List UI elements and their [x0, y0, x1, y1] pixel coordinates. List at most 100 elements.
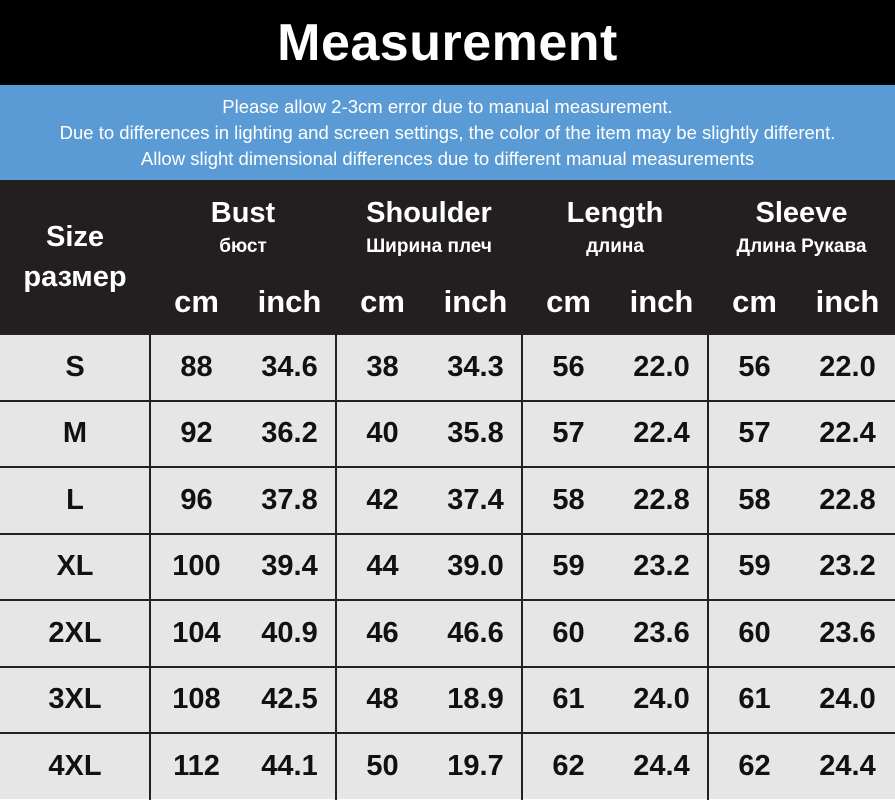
sleeve-cm-cell: 62 [738, 749, 771, 782]
sleeve-header-ru: Длина Рукава [736, 236, 867, 257]
bust-cm-cell: 92 [180, 417, 213, 450]
sleeve-inch-cell: 22.0 [819, 350, 876, 383]
table-header: Size размер Bust бюст Shoulder Ширина пл… [0, 180, 895, 333]
shoulder-inch-cell: 35.8 [447, 417, 504, 450]
shoulder-inch-cell: 46.6 [447, 616, 504, 649]
shoulder-inch-header: inch [443, 284, 508, 319]
size-header-ru: размер [23, 260, 127, 293]
notice-line-1: Please allow 2-3cm error due to manual m… [222, 95, 673, 117]
bust-cm-cell: 96 [180, 483, 213, 516]
length-inch-cell: 22.4 [633, 417, 690, 450]
shoulder-cm-cell: 46 [366, 616, 399, 649]
bust-header: Bust бюст [150, 180, 336, 333]
shoulder-inch-cell: 37.4 [447, 483, 504, 516]
sleeve-cm-cell: 60 [738, 616, 771, 649]
shoulder-header-ru: Ширина плеч [366, 236, 492, 257]
size-cell: M [62, 417, 88, 450]
length-cm-cell: 60 [552, 616, 585, 649]
length-cm-cell: 58 [552, 483, 585, 516]
length-header: Length длина [522, 180, 708, 333]
shoulder-inch-cell: 18.9 [447, 683, 504, 716]
length-header-en: Length [566, 197, 664, 229]
sleeve-cm-cell: 57 [738, 417, 771, 450]
bust-cm-header: cm [174, 284, 219, 319]
shoulder-inch-cell: 39.0 [447, 550, 504, 583]
length-inch-cell: 24.0 [633, 683, 690, 716]
bust-inch-cell: 34.6 [261, 350, 318, 383]
table-row: L 96 37.8 42 37.4 58 22.8 58 22.8 [0, 466, 895, 533]
sleeve-header: Sleeve Длина Рукава [708, 180, 895, 333]
sleeve-cm-cell: 56 [738, 350, 771, 383]
size-cell: S [65, 350, 85, 383]
length-inch-cell: 23.6 [633, 616, 690, 649]
column-divider [521, 333, 523, 800]
sleeve-inch-cell: 23.2 [819, 550, 876, 583]
length-header-ru: длина [586, 236, 644, 257]
sleeve-cm-cell: 61 [738, 683, 771, 716]
length-inch-cell: 22.0 [633, 350, 690, 383]
bust-cm-cell: 100 [172, 550, 221, 583]
bust-cm-cell: 108 [172, 683, 221, 716]
length-cm-cell: 56 [552, 350, 585, 383]
bust-inch-cell: 37.8 [261, 483, 318, 516]
shoulder-inch-cell: 34.3 [447, 350, 504, 383]
table-row: 3XL 108 42.5 48 18.9 61 24.0 61 24.0 [0, 665, 895, 733]
size-cell: L [66, 483, 84, 516]
size-cell: XL [56, 550, 94, 583]
length-cm-cell: 57 [552, 417, 585, 450]
bust-inch-header: inch [257, 284, 322, 319]
bust-inch-cell: 39.4 [261, 550, 318, 583]
table-row: 4XL 112 44.1 50 19.7 62 24.4 62 24.4 [0, 732, 895, 799]
sleeve-inch-cell: 22.4 [819, 417, 876, 450]
table-row: M 92 36.2 40 35.8 57 22.4 57 22.4 [0, 399, 895, 467]
bust-header-ru: бюст [219, 236, 267, 257]
sleeve-cm-header: cm [732, 284, 777, 319]
sleeve-cm-cell: 58 [738, 483, 771, 516]
shoulder-cm-header: cm [360, 284, 405, 319]
page-title: Measurement [0, 0, 895, 85]
length-inch-header: inch [629, 284, 694, 319]
length-cm-cell: 59 [552, 550, 585, 583]
notice-line-3: Allow slight dimensional differences due… [140, 147, 755, 169]
bust-cm-cell: 88 [180, 350, 213, 383]
length-inch-cell: 23.2 [633, 550, 690, 583]
length-cm-header: cm [546, 284, 591, 319]
bust-inch-cell: 40.9 [261, 616, 318, 649]
sleeve-header-en: Sleeve [755, 197, 848, 229]
sleeve-inch-cell: 23.6 [819, 616, 876, 649]
size-cell: 2XL [48, 616, 102, 649]
size-table: S 88 34.6 38 34.3 56 22.0 56 22.0 M 92 36.2 40 35.8 57… [0, 333, 895, 799]
length-inch-cell: 22.8 [633, 483, 690, 516]
bust-inch-cell: 44.1 [261, 749, 318, 782]
sleeve-cm-cell: 59 [738, 550, 771, 583]
sleeve-inch-cell: 24.4 [819, 749, 876, 782]
shoulder-cm-cell: 40 [366, 417, 399, 450]
sleeve-inch-header: inch [815, 284, 880, 319]
column-divider [335, 333, 337, 800]
table-row: 2XL 104 40.9 46 46.6 60 23.6 60 23.6 [0, 599, 895, 666]
size-cell: 4XL [48, 749, 102, 782]
shoulder-cm-cell: 44 [366, 550, 399, 583]
size-header: Size размер [0, 180, 150, 333]
shoulder-cm-cell: 50 [366, 749, 399, 782]
column-divider [149, 333, 151, 800]
bust-cm-cell: 104 [172, 616, 221, 649]
shoulder-cm-cell: 42 [366, 483, 399, 516]
table-row: XL 100 39.4 44 39.0 59 23.2 59 23.2 [0, 532, 895, 600]
length-inch-cell: 24.4 [633, 749, 690, 782]
shoulder-inch-cell: 19.7 [447, 749, 504, 782]
size-header-en: Size [45, 220, 105, 253]
length-cm-cell: 61 [552, 683, 585, 716]
sleeve-inch-cell: 22.8 [819, 483, 876, 516]
notice-line-2: Due to differences in lighting and scree… [59, 121, 836, 143]
table-row: S 88 34.6 38 34.3 56 22.0 56 22.0 [0, 333, 895, 400]
column-divider [707, 333, 709, 800]
shoulder-cm-cell: 38 [366, 350, 399, 383]
shoulder-cm-cell: 48 [366, 683, 399, 716]
sleeve-inch-cell: 24.0 [819, 683, 876, 716]
bust-cm-cell: 112 [173, 749, 220, 782]
bust-header-en: Bust [210, 197, 276, 229]
length-cm-cell: 62 [552, 749, 585, 782]
size-cell: 3XL [48, 683, 102, 716]
bust-inch-cell: 36.2 [261, 417, 318, 450]
